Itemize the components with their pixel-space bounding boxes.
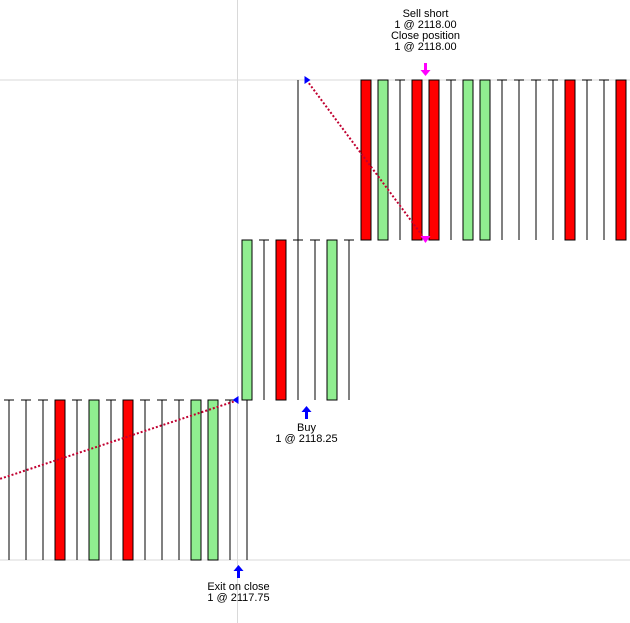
price-bar <box>377 79 389 241</box>
price-bar <box>122 399 134 561</box>
price-bar <box>582 79 592 240</box>
price-bar <box>479 79 491 241</box>
price-bar <box>531 79 541 240</box>
entry-tick-icon <box>304 76 311 84</box>
price-bar <box>497 79 507 240</box>
price-bar <box>157 399 167 560</box>
bar-body <box>54 399 66 561</box>
price-bar <box>462 79 474 241</box>
price-bar <box>411 79 423 241</box>
price-bar <box>548 79 558 240</box>
price-bar <box>140 399 150 560</box>
bar-body <box>462 79 474 241</box>
bar-body <box>479 79 491 241</box>
marker-label: Buy <box>297 422 316 434</box>
price-bar <box>293 80 303 400</box>
price-bar <box>174 399 184 560</box>
marker-label: 1 @ 2118.00 <box>394 19 456 31</box>
price-bar <box>21 399 31 560</box>
marker-label: Close position <box>391 30 460 42</box>
bar-body <box>241 239 253 401</box>
price-bar <box>514 79 524 240</box>
marker-label: 1 @ 2118.25 <box>275 433 337 445</box>
price-bar <box>207 399 219 561</box>
price-bar <box>225 399 235 560</box>
price-bar <box>54 399 66 561</box>
price-bars <box>4 79 627 561</box>
price-bar <box>615 79 627 241</box>
bar-body <box>207 399 219 561</box>
price-bar <box>599 79 609 240</box>
bar-body <box>88 399 100 561</box>
bar-body <box>428 79 440 241</box>
exit-tick-icon <box>420 236 431 243</box>
bar-body <box>564 79 576 241</box>
price-bar <box>360 79 372 241</box>
price-bar <box>395 79 405 240</box>
bar-body <box>326 239 338 401</box>
arrow-shaft <box>305 412 308 419</box>
trade-line <box>0 399 239 480</box>
bar-body <box>190 399 202 561</box>
arrow-shaft <box>237 571 240 578</box>
price-bar <box>428 79 440 241</box>
price-bar <box>259 239 269 400</box>
price-bar <box>106 399 116 560</box>
bar-body <box>411 79 423 241</box>
bar-body <box>615 79 627 241</box>
bar-body <box>377 79 389 241</box>
marker-label: Exit on close <box>207 581 269 593</box>
price-bar <box>326 239 338 401</box>
price-bar <box>190 399 202 561</box>
trade-lines <box>0 79 427 480</box>
entry-tick-icon <box>232 396 239 404</box>
price-bar <box>72 399 82 560</box>
trade-line <box>305 79 427 241</box>
marker-label: Sell short <box>403 8 449 20</box>
price-bar <box>564 79 576 241</box>
arrow-up-icon <box>233 565 244 571</box>
arrow-up-icon <box>301 406 312 412</box>
price-bar <box>4 399 14 560</box>
price-bar <box>38 399 48 560</box>
price-bar <box>310 239 320 400</box>
price-bar <box>275 239 287 401</box>
price-bar <box>88 399 100 561</box>
price-bar <box>446 79 456 240</box>
marker-label: 1 @ 2117.75 <box>207 592 269 604</box>
arrow-shaft <box>424 63 427 70</box>
bar-body <box>275 239 287 401</box>
price-bar <box>344 239 354 400</box>
arrow-down-icon <box>420 70 431 76</box>
bar-body <box>360 79 372 241</box>
price-bar <box>241 239 253 560</box>
bar-body <box>122 399 134 561</box>
marker-label: 1 @ 2118.00 <box>394 41 456 53</box>
